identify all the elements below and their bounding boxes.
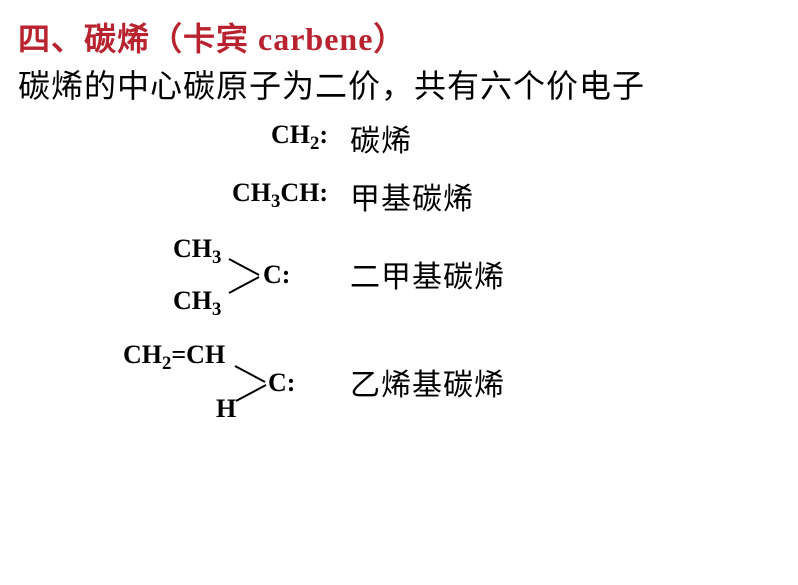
- branched-formula: CH2=CH H C:: [18, 336, 328, 428]
- example-row: CH2: 碳烯: [18, 116, 780, 160]
- formula-center: C:: [263, 260, 290, 290]
- example-row: CH2=CH H C: 乙烯基碳烯: [18, 336, 780, 428]
- compound-name: 甲基碳烯: [350, 174, 474, 218]
- formula: CH2:: [18, 120, 328, 155]
- examples-block: CH2: 碳烯 CH3CH: 甲基碳烯 CH3 CH3 C: 二甲基碳烯 CH2=C…: [18, 116, 780, 428]
- section-heading: 四、碳烯（卡宾 carbene）: [18, 14, 780, 60]
- bond-line: [236, 384, 267, 402]
- description-text: 碳烯的中心碳原子为二价，共有六个价电子: [18, 66, 780, 106]
- example-row: CH3 CH3 C: 二甲基碳烯: [18, 230, 780, 318]
- bond-line: [229, 276, 260, 294]
- formula: CH3CH:: [18, 178, 328, 213]
- bond-line: [235, 365, 266, 383]
- compound-name: 乙烯基碳烯: [350, 360, 505, 404]
- formula-bottom: H: [216, 394, 236, 424]
- compound-name: 碳烯: [350, 116, 412, 160]
- formula-bottom: CH3: [173, 286, 221, 321]
- compound-name: 二甲基碳烯: [350, 252, 505, 296]
- branched-formula: CH3 CH3 C:: [18, 230, 328, 318]
- heading-prefix: 四、碳烯（卡宾: [18, 21, 258, 57]
- example-row: CH3CH: 甲基碳烯: [18, 174, 780, 218]
- formula-top: CH3: [173, 234, 221, 269]
- heading-latin: carbene: [258, 21, 373, 57]
- formula-top: CH2=CH: [123, 340, 225, 375]
- heading-suffix: ）: [373, 21, 406, 57]
- formula-center: C:: [268, 368, 295, 398]
- bond-line: [229, 258, 260, 276]
